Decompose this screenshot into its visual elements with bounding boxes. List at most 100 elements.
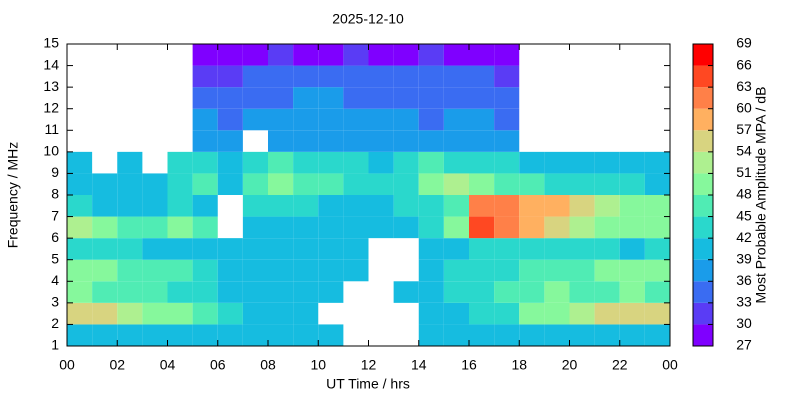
heatmap-cell: [519, 302, 545, 325]
heatmap-cell: [268, 173, 294, 195]
heatmap-cell: [242, 216, 268, 239]
heatmap-cell: [368, 130, 394, 152]
heatmap-cell: [192, 216, 218, 239]
heatmap-cell: [644, 259, 670, 282]
heatmap-cell: [519, 151, 545, 174]
heatmap-cell: [569, 259, 595, 282]
heatmap-cell: [192, 238, 218, 260]
heatmap-cell: [569, 302, 595, 325]
heatmap-cell: [242, 173, 268, 195]
heatmap-cell: [519, 173, 545, 195]
heatmap-cell: [92, 216, 118, 239]
x-tick-label: 12: [361, 357, 377, 373]
heatmap-cell: [242, 87, 268, 109]
y-tick-label: 1: [51, 337, 59, 353]
heatmap-cell: [117, 238, 143, 260]
heatmap-cell: [594, 238, 620, 260]
heatmap-cell: [443, 65, 469, 88]
heatmap-cell: [469, 65, 495, 88]
heatmap-cell: [318, 173, 344, 195]
heatmap-cell: [242, 302, 268, 325]
heatmap-cell: [469, 151, 495, 174]
heatmap-cell: [268, 238, 294, 260]
heatmap-cell: [393, 195, 419, 217]
colorbar-band: [693, 195, 713, 217]
heatmap-cell: [594, 216, 620, 239]
heatmap-cell: [293, 195, 319, 217]
y-tick-label: 12: [43, 99, 59, 115]
heatmap-cell: [192, 324, 218, 346]
heatmap-cell: [268, 302, 294, 325]
heatmap-cell: [443, 44, 469, 66]
x-tick-label: 02: [109, 357, 125, 373]
heatmap-cell: [293, 65, 319, 88]
colorbar-band: [693, 151, 713, 174]
heatmap-cell: [318, 216, 344, 239]
heatmap-cell: [619, 195, 645, 217]
x-tick-label: 14: [411, 357, 427, 373]
heatmap-cell: [594, 281, 620, 303]
heatmap-cell: [418, 238, 444, 260]
heatmap-cell: [619, 238, 645, 260]
heatmap-cell: [469, 108, 495, 131]
heatmap-cell: [67, 324, 93, 346]
heatmap-cell: [619, 259, 645, 282]
colorbar-band: [693, 87, 713, 109]
y-tick-label: 2: [51, 315, 59, 331]
heatmap-cell: [494, 216, 520, 239]
heatmap-cell: [142, 238, 168, 260]
heatmap-cell: [343, 173, 369, 195]
heatmap-cell: [167, 281, 193, 303]
heatmap-cell: [192, 281, 218, 303]
heatmap-cell: [368, 195, 394, 217]
colorbar-band: [693, 108, 713, 131]
colorbar-tick-label: 39: [736, 250, 752, 266]
colorbar-tick-label: 45: [736, 207, 752, 223]
heatmap-cell: [393, 216, 419, 239]
heatmap-cell: [469, 130, 495, 152]
heatmap-cell: [142, 173, 168, 195]
colorbar-tick-label: 57: [736, 121, 752, 137]
heatmap-cell: [92, 302, 118, 325]
heatmap-cell: [443, 195, 469, 217]
heatmap-cell: [217, 324, 243, 346]
heatmap-cell: [318, 87, 344, 109]
heatmap-cell: [443, 302, 469, 325]
heatmap-cell: [67, 302, 93, 325]
heatmap-cell: [494, 195, 520, 217]
heatmap-cell: [469, 173, 495, 195]
heatmap-cell: [393, 173, 419, 195]
heatmap-cell: [594, 151, 620, 174]
colorbar-tick-label: 51: [736, 164, 752, 180]
heatmap-cell: [494, 130, 520, 152]
heatmap-cell: [192, 108, 218, 131]
heatmap-cell: [594, 195, 620, 217]
heatmap-cell: [318, 238, 344, 260]
colorbar-tick-label: 27: [736, 337, 752, 353]
heatmap-cell: [368, 173, 394, 195]
chart-title: 2025-12-10: [332, 11, 404, 27]
heatmap-cell: [469, 216, 495, 239]
heatmap-cell: [343, 108, 369, 131]
heatmap-cell: [393, 281, 419, 303]
y-tick-label: 7: [51, 207, 59, 223]
heatmap-cell: [494, 44, 520, 66]
y-tick-label: 11: [44, 121, 59, 137]
y-tick-label: 10: [43, 143, 59, 159]
heatmap-cell: [418, 44, 444, 66]
heatmap-cell: [393, 108, 419, 131]
heatmap-cell: [644, 216, 670, 239]
colorbar-band: [693, 238, 713, 260]
heatmap-cell: [569, 238, 595, 260]
heatmap-cell: [92, 173, 118, 195]
heatmap-cell: [242, 259, 268, 282]
heatmap-cell: [92, 195, 118, 217]
heatmap-cell: [293, 173, 319, 195]
heatmap-cell: [418, 87, 444, 109]
heatmap-cell: [92, 238, 118, 260]
heatmap-cell: [293, 44, 319, 66]
colorbar-label: Most Probable Amplitude MPA / dB: [753, 87, 769, 304]
heatmap-cell: [293, 151, 319, 174]
heatmap-cell: [393, 130, 419, 152]
